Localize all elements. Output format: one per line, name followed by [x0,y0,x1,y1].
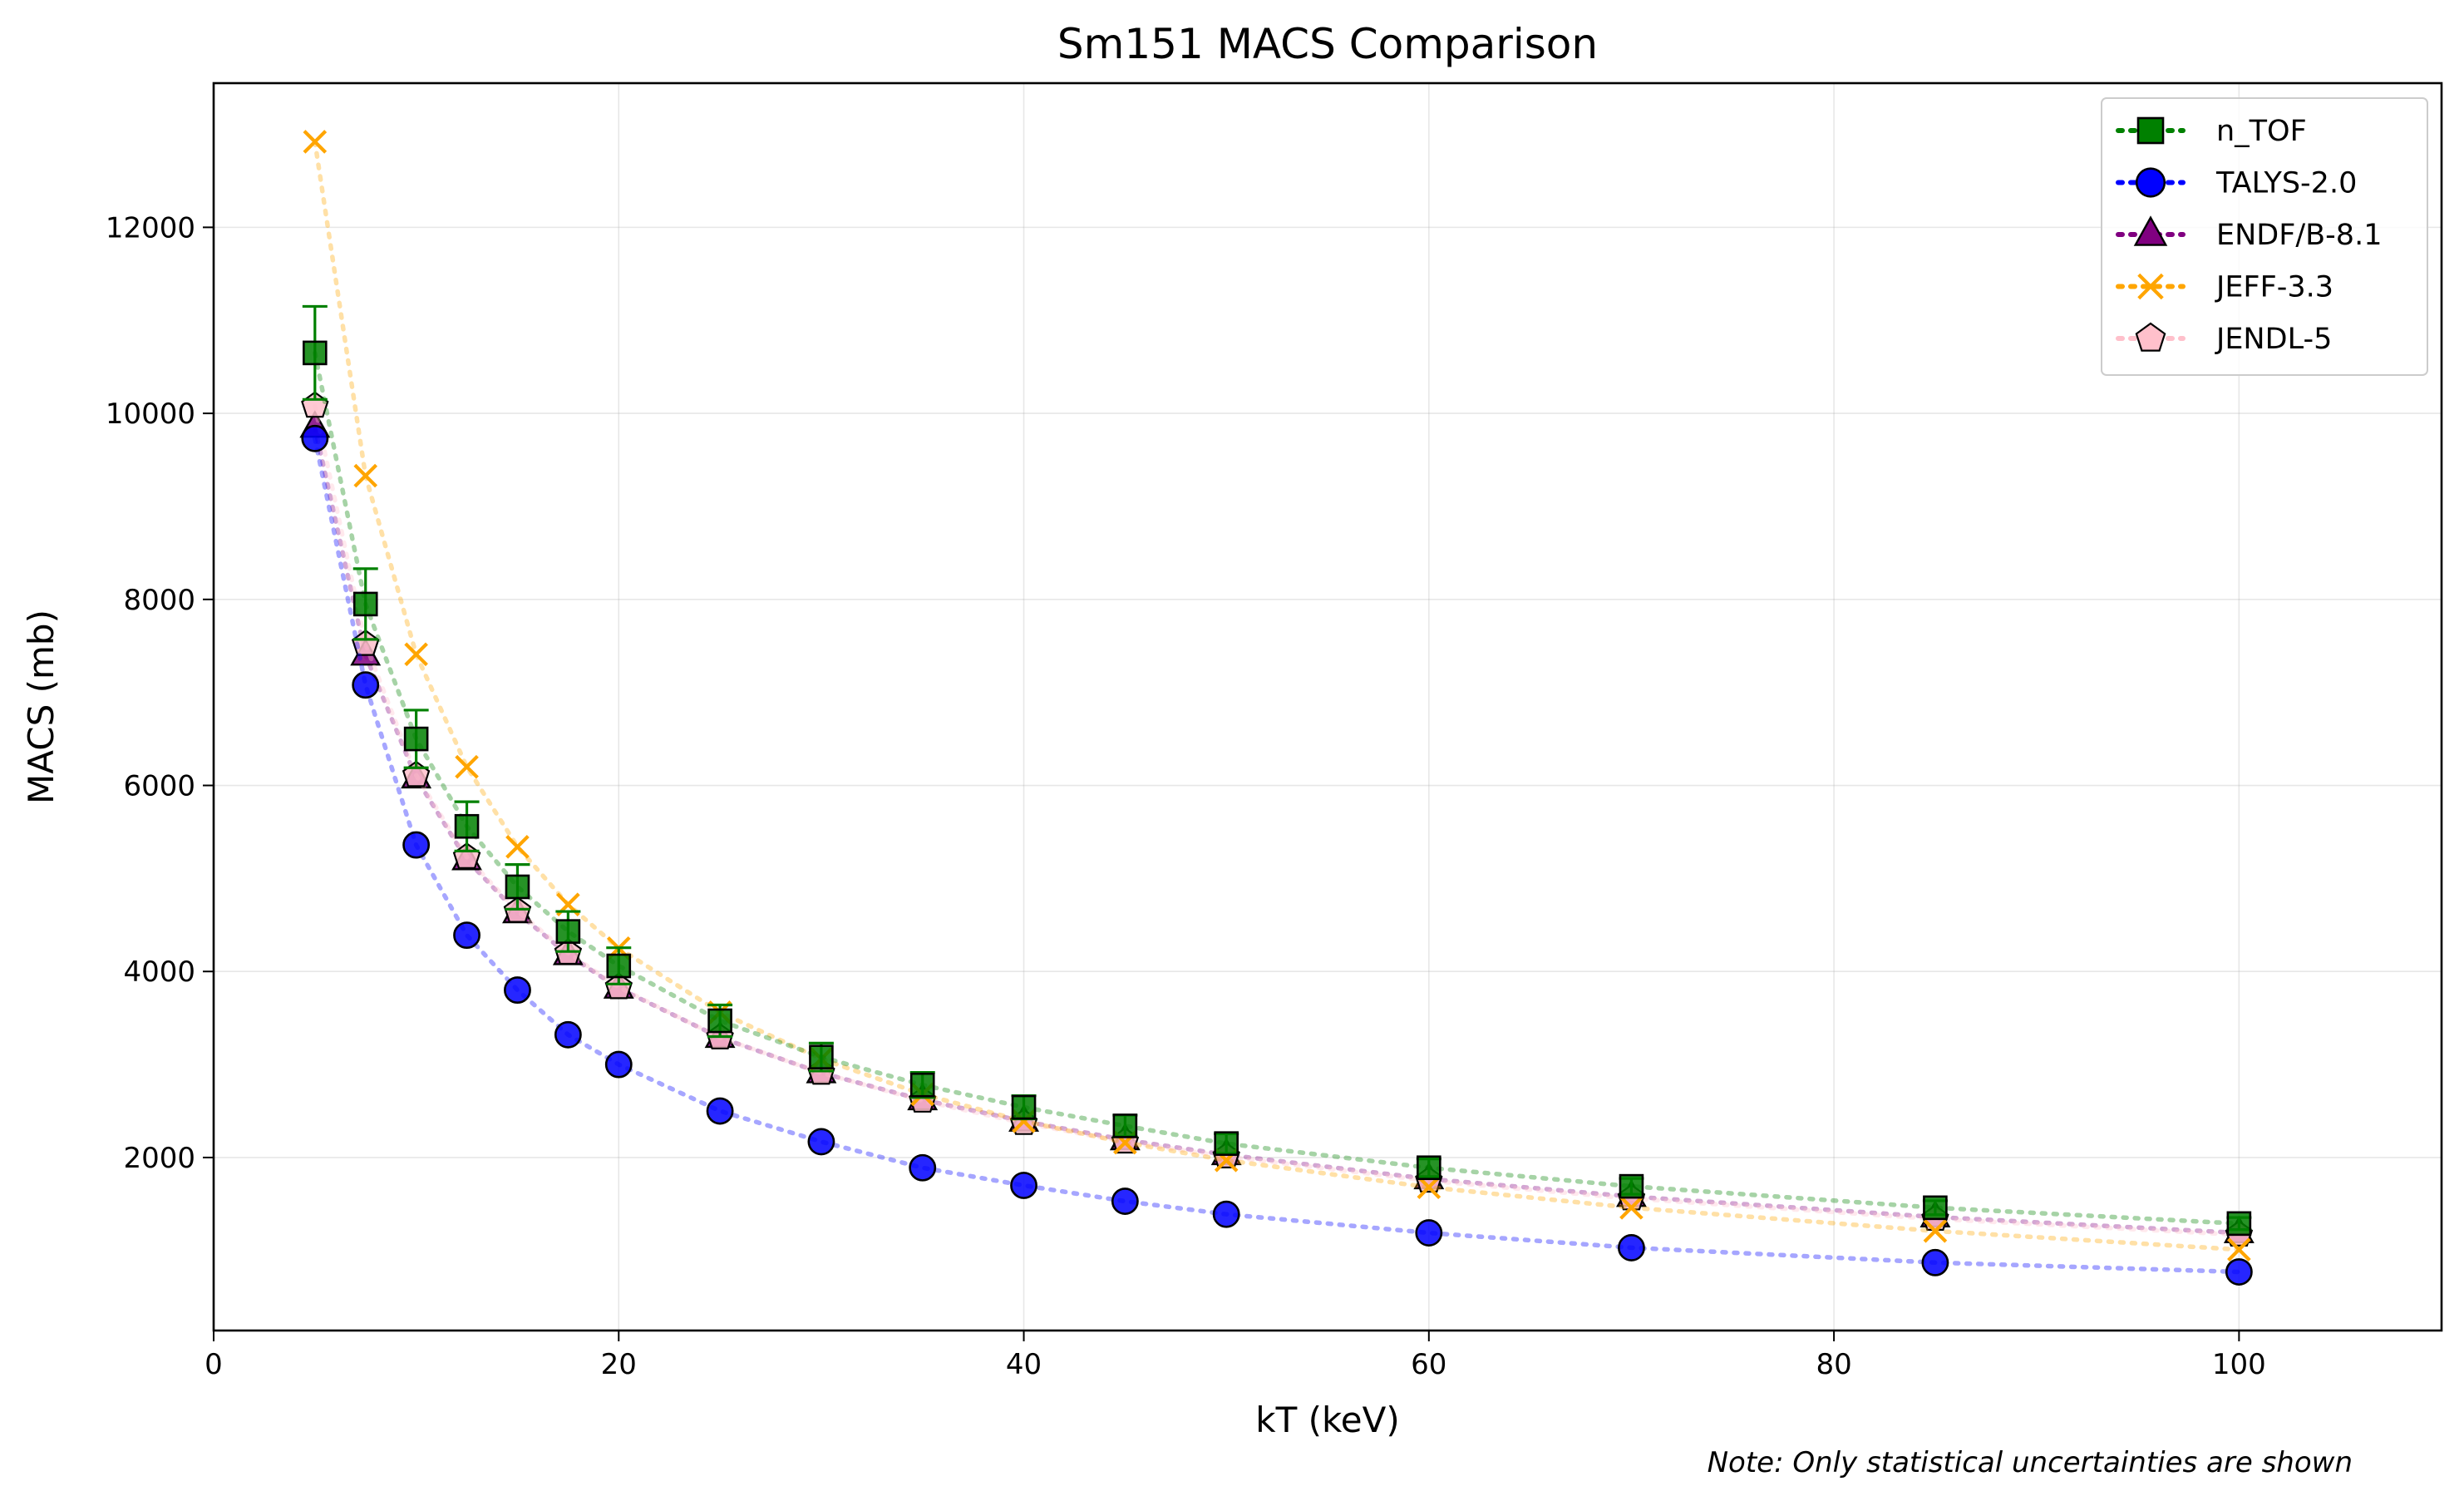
legend-marker [2133,215,2168,246]
data-point [606,953,632,979]
data-point [707,1008,732,1034]
data-point [303,340,328,366]
data-point [402,831,431,859]
legend-label: ENDF/B-8.1 [2216,219,2382,252]
plot-series [299,130,2255,1286]
x-tick-label: 20 [601,1348,637,1381]
data-point [1011,1094,1037,1120]
data-point [2227,1237,2251,1262]
data-point [554,1020,582,1049]
y-tick-label: 6000 [123,770,195,803]
y-tick-label: 4000 [123,955,195,989]
data-point [1417,1175,1441,1200]
data-point [353,463,378,488]
data-point [505,874,530,900]
data-point [453,921,480,950]
y-tick-label: 8000 [123,584,195,617]
chart-title: Sm151 MACS Comparison [1057,20,1598,68]
data-point [454,813,480,839]
data-point [909,1153,937,1182]
series-talys-2-0 [301,424,2253,1286]
x-tick-label: 80 [1816,1348,1851,1381]
data-point [352,591,378,617]
plot-area-frame [212,81,2443,1332]
chart-note: Note: Only statistical uncertainties are… [1708,1446,2353,1479]
legend-box [2101,97,2428,376]
data-point [505,835,530,859]
legend-label: n_TOF [2216,115,2307,148]
x-tick-label: 100 [2212,1348,2266,1381]
data-point [604,972,633,1000]
x-tick-label: 0 [205,1348,223,1381]
data-point [1619,1173,1644,1199]
legend-label: JENDL-5 [2215,323,2332,356]
data-point [807,1128,835,1156]
data-point [555,919,581,944]
y-tick-label: 2000 [123,1142,195,1175]
data-point [352,671,380,699]
data-point [403,726,429,752]
legend-marker [2135,322,2166,352]
data-point [1923,1195,1948,1221]
y-axis-label: MACS (mb) [21,610,62,804]
data-point [1618,1234,1645,1262]
data-point [1417,1155,1441,1181]
data-point [303,130,328,154]
y-tick-label: 10000 [106,397,195,431]
legend-item: ENDF/B-8.1 [2116,215,2382,252]
legend-marker [2137,273,2164,300]
data-point [504,976,531,1005]
legend-label: TALYS-2.0 [2215,167,2357,200]
x-tick-label: 40 [1006,1348,1042,1381]
legend-item: TALYS-2.0 [2116,167,2357,200]
data-point [1212,1200,1240,1228]
x-axis-label: kT (keV) [1255,1400,1400,1440]
data-point [1415,1219,1443,1247]
data-point [2226,1211,2252,1237]
data-point [1921,1248,1949,1276]
legend-item: JEFF-3.3 [2116,271,2333,304]
data-point [604,1050,633,1079]
data-point [1010,1172,1037,1199]
y-tick-label: 12000 [106,211,195,244]
legend: n_TOF TALYS-2.0 ENDF/B-8.1 JEFF-3.3 JENDL-5 [2101,97,2428,376]
data-point [1923,1219,1948,1243]
data-point [404,642,428,667]
data-point [1111,1187,1139,1215]
legend-label: JEFF-3.3 [2215,271,2333,304]
data-point [809,1044,834,1069]
data-point [1214,1131,1239,1156]
data-point [1112,1113,1138,1138]
data-point [706,1097,734,1125]
legend-item: n_TOF [2116,115,2307,148]
data-point [455,754,479,779]
data-point [2225,1258,2253,1286]
series-line [313,425,2242,1236]
legend-item: JENDL-5 [2116,322,2332,356]
data-point [1619,1196,1643,1220]
x-tick-label: 60 [1411,1348,1446,1381]
legend-marker [2136,116,2165,145]
series-n-tof [302,304,2252,1237]
legend-marker [2135,167,2166,198]
data-point [909,1072,935,1098]
axis-ticks: 0 20 40 60 80 100 2000 4000 6000 8000 10000 12000 [106,211,2266,1381]
data-point [301,424,329,452]
